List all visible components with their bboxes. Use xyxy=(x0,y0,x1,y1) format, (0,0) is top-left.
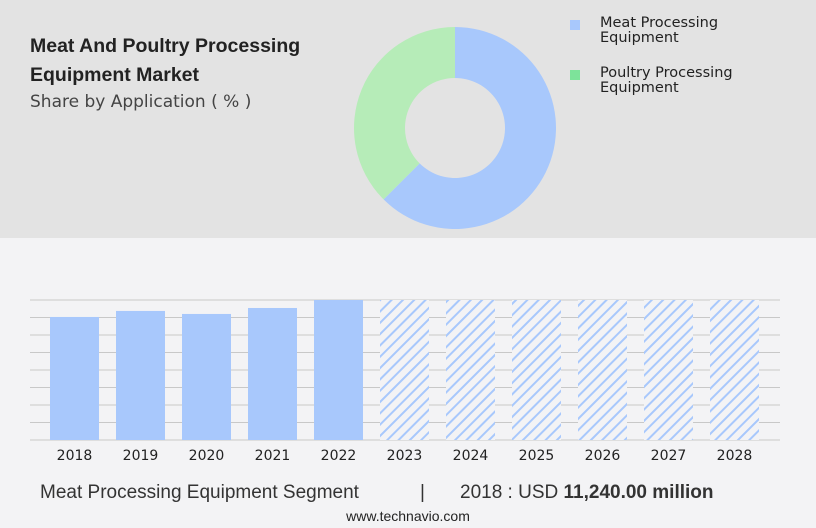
x-tick-2023: 2023 xyxy=(387,448,423,464)
donut-slice-0 xyxy=(383,27,556,229)
bar-forecast-2026 xyxy=(578,300,627,440)
bar-forecast-2024 xyxy=(446,300,495,440)
footer-summary: Meat Processing Equipment Segment | 2018… xyxy=(40,482,800,504)
donut-slice-1 xyxy=(353,27,455,200)
website-link[interactable]: www.technavio.com xyxy=(346,508,470,524)
separator: | xyxy=(420,482,425,503)
x-tick-2028: 2028 xyxy=(717,448,753,464)
segment-label: Meat Processing Equipment Segment xyxy=(40,482,359,503)
x-tick-2019: 2019 xyxy=(123,448,159,464)
bar-2020 xyxy=(182,313,231,440)
chart-subtitle: Share by Application ( % ) xyxy=(30,92,252,112)
bar-2019 xyxy=(116,310,165,440)
x-tick-2025: 2025 xyxy=(519,448,555,464)
donut-chart xyxy=(353,27,556,229)
x-tick-2026: 2026 xyxy=(585,448,621,464)
x-tick-2020: 2020 xyxy=(189,448,225,464)
x-tick-2021: 2021 xyxy=(255,448,291,464)
legend-swatch xyxy=(570,70,580,80)
bar-2021 xyxy=(248,307,297,440)
bar-forecast-2028 xyxy=(710,300,759,440)
bar-forecast-2023 xyxy=(380,300,429,440)
x-tick-2018: 2018 xyxy=(57,448,93,464)
value-prefix: 2018 : USD xyxy=(460,482,559,503)
chart-title: Meat And Poultry Processing Equipment Ma… xyxy=(30,35,301,86)
legend-swatch xyxy=(570,20,580,30)
x-tick-2022: 2022 xyxy=(321,448,357,464)
legend-label: Poultry Processing Equipment xyxy=(600,65,733,96)
value-amount: 11,240.00 million xyxy=(563,482,714,503)
bar-2018 xyxy=(50,316,99,440)
bar-chart: 2018 2019 2020 2021 2022 2023 2024 2025 2026 2027… xyxy=(30,299,780,464)
bar-forecast-2025 xyxy=(512,300,561,440)
legend-label: Meat Processing Equipment xyxy=(600,15,719,46)
x-tick-2027: 2027 xyxy=(651,448,687,464)
x-tick-2024: 2024 xyxy=(453,448,489,464)
bar-forecast-2027 xyxy=(644,300,693,440)
segment-value: 2018 : USD 11,240.00 million xyxy=(460,482,714,504)
bar-2022 xyxy=(314,300,363,440)
